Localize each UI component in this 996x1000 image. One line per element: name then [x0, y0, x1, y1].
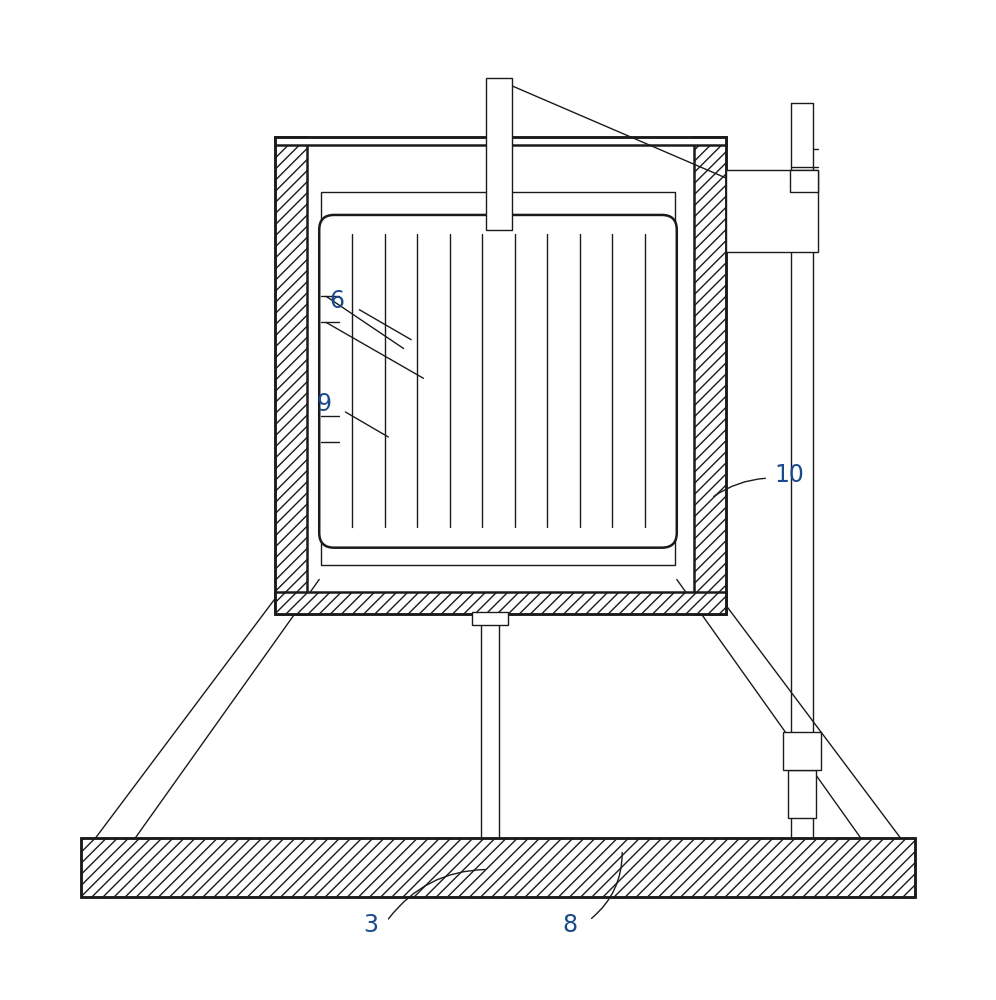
Bar: [783, 732, 821, 770]
Text: 10: 10: [774, 463, 804, 487]
Bar: [275, 137, 308, 614]
Bar: [726, 170, 818, 252]
Bar: [693, 137, 726, 614]
Bar: [788, 770, 816, 818]
Bar: [275, 137, 726, 614]
Text: 3: 3: [364, 913, 378, 937]
Bar: [81, 838, 915, 897]
Text: 9: 9: [317, 392, 332, 416]
Bar: [486, 78, 512, 230]
Bar: [472, 612, 508, 625]
Bar: [81, 838, 915, 897]
Bar: [275, 592, 726, 614]
FancyBboxPatch shape: [320, 215, 676, 548]
Text: 8: 8: [562, 913, 577, 937]
Bar: [790, 170, 818, 192]
Bar: [275, 137, 726, 145]
Bar: [321, 533, 675, 565]
Text: 6: 6: [330, 289, 345, 313]
Bar: [321, 192, 675, 230]
